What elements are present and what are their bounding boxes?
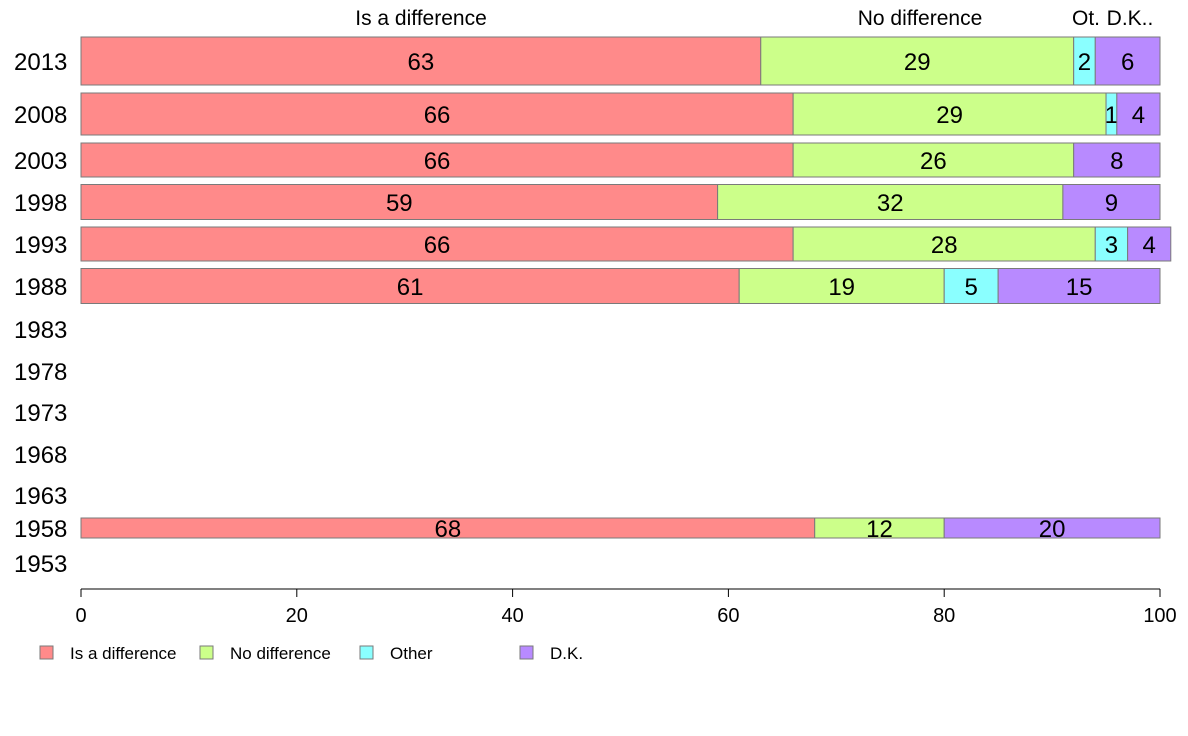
data-label: 8 xyxy=(1110,148,1123,175)
data-label: 29 xyxy=(936,102,963,129)
bar-segment xyxy=(943,517,1161,539)
year-labels: 2013 2008 2003 1998 1993 1988 1983 1978 1973 1968… xyxy=(14,49,67,578)
year-label: 1973 xyxy=(14,400,67,427)
top-labels: Is a difference No difference Ot. D.K.. xyxy=(355,7,1153,30)
x-tick-label: 0 xyxy=(75,605,86,627)
legend-swatch xyxy=(519,645,534,660)
legend-label: Other xyxy=(390,644,433,663)
data-label: 29 xyxy=(904,49,931,76)
x-tick-label: 80 xyxy=(933,605,955,627)
bar-segment xyxy=(738,268,945,304)
data-label: 66 xyxy=(424,148,451,175)
data-label: 28 xyxy=(931,232,958,259)
data-label: 66 xyxy=(424,232,451,259)
data-label: 2 xyxy=(1078,49,1091,76)
data-label: 15 xyxy=(1066,274,1093,301)
bar-segment xyxy=(943,268,999,304)
x-tick-label: 40 xyxy=(501,605,523,627)
data-label: 26 xyxy=(920,148,947,175)
year-label: 1983 xyxy=(14,317,67,344)
bar-segment xyxy=(80,92,794,136)
bar-segment xyxy=(792,226,1096,262)
bar-segment xyxy=(80,268,740,304)
legend-label: No difference xyxy=(230,644,331,663)
year-label: 2008 xyxy=(14,102,67,129)
data-label: 1 xyxy=(1105,102,1118,129)
year-label: 1953 xyxy=(14,551,67,578)
top-label: No difference xyxy=(858,7,983,30)
data-label: 6 xyxy=(1121,49,1134,76)
bar-segment xyxy=(80,36,762,86)
bar-segment xyxy=(792,142,1075,178)
data-label: 66 xyxy=(424,102,451,129)
legend-swatch xyxy=(39,645,54,660)
year-label: 1978 xyxy=(14,359,67,386)
legend-swatch xyxy=(199,645,214,660)
data-label: 19 xyxy=(828,274,855,301)
year-label: 2013 xyxy=(14,49,67,76)
data-label: 9 xyxy=(1105,190,1118,217)
data-label: 3 xyxy=(1105,232,1118,259)
top-label: D.K.. xyxy=(1107,7,1154,30)
bar-segment xyxy=(997,268,1161,304)
year-label: 1998 xyxy=(14,190,67,217)
data-label: 20 xyxy=(1039,516,1066,543)
legend-swatch xyxy=(359,645,374,660)
top-label: Ot. xyxy=(1072,7,1100,30)
x-tick-label: 20 xyxy=(286,605,308,627)
bar-segment xyxy=(1116,92,1161,136)
data-label: 32 xyxy=(877,190,904,217)
bar-segment xyxy=(1062,184,1161,220)
bar-segment xyxy=(1127,226,1172,262)
data-label: 4 xyxy=(1132,102,1145,129)
x-tick-label: 60 xyxy=(717,605,739,627)
bar-segment xyxy=(80,142,794,178)
data-label: 12 xyxy=(866,516,893,543)
data-label: 61 xyxy=(397,274,424,301)
bar-segment xyxy=(1094,36,1161,86)
data-label: 59 xyxy=(386,190,413,217)
data-label: 5 xyxy=(964,274,977,301)
year-label: 1968 xyxy=(14,442,67,469)
year-label: 1963 xyxy=(14,483,67,510)
bar-segment xyxy=(80,184,719,220)
legend-label: D.K. xyxy=(550,644,583,663)
legend-label: Is a difference xyxy=(70,644,176,663)
year-label: 1958 xyxy=(14,516,67,543)
x-tick-label: 100 xyxy=(1143,605,1176,627)
data-label: 4 xyxy=(1143,232,1156,259)
x-axis: 0 20 40 60 80 100 xyxy=(75,588,1177,627)
bar-segment xyxy=(717,184,1064,220)
legend: Is a difference No difference Other D.K. xyxy=(39,644,583,663)
year-label: 1993 xyxy=(14,232,67,259)
year-label: 1988 xyxy=(14,274,67,301)
bar-segment xyxy=(792,92,1107,136)
data-label: 68 xyxy=(435,516,462,543)
data-label: 63 xyxy=(408,49,435,76)
bar-segment xyxy=(760,36,1075,86)
bar-segment xyxy=(1073,142,1161,178)
top-label: Is a difference xyxy=(355,7,487,30)
year-label: 2003 xyxy=(14,148,67,175)
